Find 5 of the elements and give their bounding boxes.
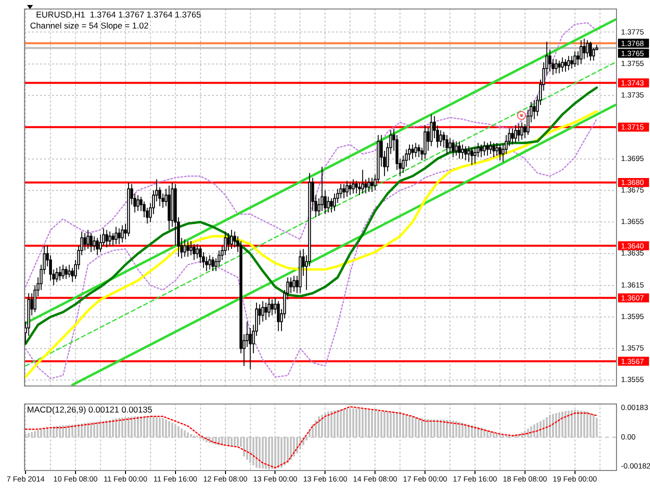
chart-title: EURUSD,H1 1.3764 1.3767 1.3764 1.3765 (36, 10, 202, 20)
line-series (24, 22, 598, 288)
annotation: Channel size = 54 Slope = 1.02 (30, 20, 149, 30)
line-series (24, 406, 598, 468)
chart-title: MACD(12,26,9) 0.00121 0.00135 (27, 404, 152, 414)
